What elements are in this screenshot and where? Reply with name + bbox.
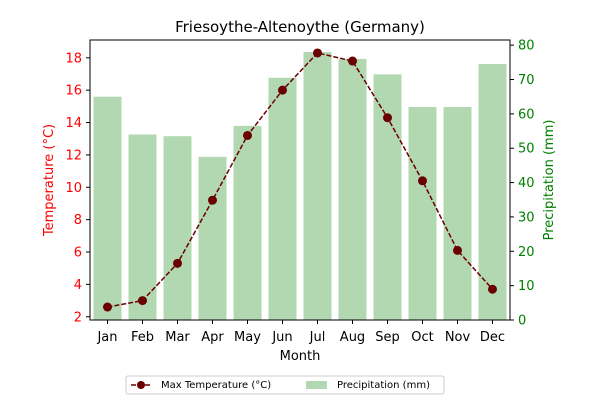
precip-bar-aug <box>338 58 367 321</box>
precip-bar-apr <box>198 156 227 320</box>
temperature-line <box>107 52 494 308</box>
x-tick-label: Feb <box>131 330 154 345</box>
temp-point-apr <box>208 195 217 205</box>
right-tick-label: 40 <box>518 176 535 191</box>
precip-bar-dec <box>478 64 507 321</box>
temp-point-oct <box>418 176 427 186</box>
x-tick-label: Nov <box>445 330 471 345</box>
right-tick-label: 80 <box>518 39 535 54</box>
left-tick-label: 10 <box>65 181 82 196</box>
x-axis-label: Month <box>280 349 321 364</box>
temp-point-sep <box>383 113 392 123</box>
legend-label-temperature: Max Temperature (°C) <box>161 380 271 391</box>
chart-title: Friesoythe-Altenoythe (Germany) <box>175 18 425 36</box>
precip-bar-oct <box>408 106 437 320</box>
temp-point-jul <box>313 48 322 58</box>
precip-bar-jun <box>268 77 297 320</box>
precip-bar-may <box>233 125 262 320</box>
right-tick-label: 20 <box>518 245 535 260</box>
right-axis-ticks: 0 10 20 30 40 50 60 70 80 <box>510 39 535 329</box>
legend: Max Temperature (°C) Precipitation (mm) <box>125 375 445 395</box>
right-tick-label: 60 <box>518 107 535 122</box>
temp-point-nov <box>453 245 462 255</box>
left-tick-label: 16 <box>65 84 82 99</box>
line-layer <box>103 48 497 312</box>
left-axis-ticks: 2 4 6 8 10 12 14 16 18 <box>65 51 90 325</box>
temp-point-may <box>243 130 252 140</box>
left-tick-label: 18 <box>65 51 82 66</box>
temp-point-jan <box>103 302 112 312</box>
plot-frame <box>89 39 511 321</box>
precip-bar-jan <box>93 96 122 320</box>
x-tick-label: Aug <box>340 330 365 345</box>
right-tick-label: 0 <box>518 314 526 329</box>
right-tick-label: 10 <box>518 279 535 294</box>
left-tick-label: 8 <box>74 213 82 228</box>
x-tick-label: Sep <box>375 330 400 345</box>
precip-bar-mar <box>163 136 192 320</box>
left-tick-label: 14 <box>65 116 82 131</box>
x-tick-label: Jun <box>271 330 292 345</box>
left-tick-label: 2 <box>74 310 82 325</box>
x-tick-label: May <box>234 330 261 345</box>
temp-point-feb <box>138 296 147 306</box>
x-tick-label: Apr <box>201 330 224 345</box>
x-tick-label: Mar <box>165 330 190 345</box>
precip-bar-feb <box>128 134 157 320</box>
x-tick-label: Jan <box>96 330 117 345</box>
right-axis-label: Precipitation (mm) <box>542 120 557 241</box>
x-axis-ticks: Jan Feb Mar Apr May Jun Jul Aug Sep Oct Nov Dec <box>96 320 505 345</box>
x-tick-label: Jul <box>309 330 326 345</box>
precip-bar-jul <box>303 52 332 321</box>
precip-bar-nov <box>443 106 472 320</box>
temp-point-aug <box>348 56 357 66</box>
legend-bar-swatch <box>306 381 327 389</box>
left-axis-label: Temperature (°C) <box>42 124 57 237</box>
legend-marker-swatch <box>137 381 145 389</box>
temp-point-mar <box>173 258 182 268</box>
legend-frame <box>125 375 445 395</box>
right-tick-label: 70 <box>518 73 535 88</box>
legend-label-precipitation: Precipitation (mm) <box>337 380 430 391</box>
temp-point-dec <box>488 284 497 294</box>
x-tick-label: Dec <box>480 330 505 345</box>
temp-point-jun <box>278 85 287 95</box>
bars-layer <box>93 52 507 321</box>
left-tick-label: 6 <box>74 246 82 261</box>
left-tick-label: 4 <box>74 278 82 293</box>
right-tick-label: 50 <box>518 142 535 157</box>
precip-bar-sep <box>373 74 402 320</box>
x-tick-label: Oct <box>411 330 433 345</box>
left-tick-label: 12 <box>65 148 82 163</box>
right-tick-label: 30 <box>518 210 535 225</box>
